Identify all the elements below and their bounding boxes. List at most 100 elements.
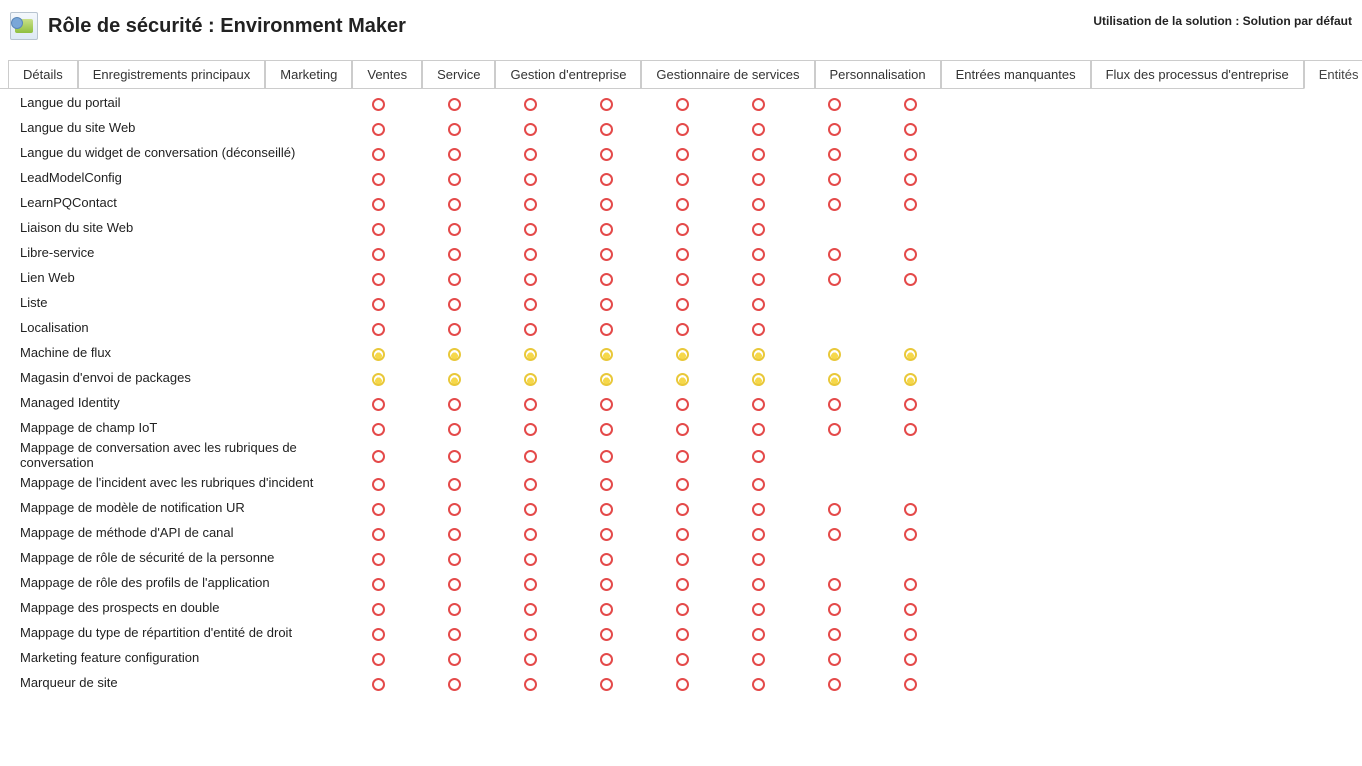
privilege-cell[interactable] xyxy=(828,596,904,621)
privilege-none-icon[interactable] xyxy=(372,173,385,186)
privilege-cell[interactable] xyxy=(524,166,600,191)
privilege-none-icon[interactable] xyxy=(524,123,537,136)
privilege-cell[interactable] xyxy=(752,91,828,116)
privilege-cell[interactable] xyxy=(676,671,752,696)
privilege-none-icon[interactable] xyxy=(524,423,537,436)
privilege-none-icon[interactable] xyxy=(752,503,765,516)
privilege-none-icon[interactable] xyxy=(828,603,841,616)
privilege-cell[interactable] xyxy=(752,116,828,141)
privilege-cell[interactable] xyxy=(828,141,904,166)
privilege-none-icon[interactable] xyxy=(904,173,917,186)
privilege-none-icon[interactable] xyxy=(904,123,917,136)
privilege-none-icon[interactable] xyxy=(448,298,461,311)
privilege-cell[interactable] xyxy=(752,416,828,441)
privilege-none-icon[interactable] xyxy=(524,273,537,286)
privilege-user-icon[interactable] xyxy=(372,373,385,386)
privilege-cell[interactable] xyxy=(828,216,904,241)
privilege-cell[interactable] xyxy=(448,496,524,521)
privilege-cell[interactable] xyxy=(752,391,828,416)
privilege-cell[interactable] xyxy=(828,291,904,316)
privilege-cell[interactable] xyxy=(828,621,904,646)
privilege-cell[interactable] xyxy=(904,646,980,671)
privilege-cell[interactable] xyxy=(600,141,676,166)
privilege-user-icon[interactable] xyxy=(904,373,917,386)
privilege-cell[interactable] xyxy=(676,471,752,496)
privilege-cell[interactable] xyxy=(752,546,828,571)
privilege-none-icon[interactable] xyxy=(600,450,613,463)
privilege-none-icon[interactable] xyxy=(676,223,689,236)
privilege-cell[interactable] xyxy=(676,621,752,646)
privilege-cell[interactable] xyxy=(676,646,752,671)
privilege-none-icon[interactable] xyxy=(524,653,537,666)
privilege-cell[interactable] xyxy=(600,166,676,191)
privilege-empty-icon[interactable] xyxy=(904,223,917,236)
privilege-cell[interactable] xyxy=(752,266,828,291)
privilege-user-icon[interactable] xyxy=(828,348,841,361)
privilege-cell[interactable] xyxy=(904,621,980,646)
privilege-cell[interactable] xyxy=(372,496,448,521)
privilege-none-icon[interactable] xyxy=(828,248,841,261)
privilege-cell[interactable] xyxy=(448,91,524,116)
privilege-cell[interactable] xyxy=(524,646,600,671)
privilege-cell[interactable] xyxy=(372,546,448,571)
privilege-cell[interactable] xyxy=(828,521,904,546)
privilege-none-icon[interactable] xyxy=(676,578,689,591)
privilege-none-icon[interactable] xyxy=(676,628,689,641)
privilege-none-icon[interactable] xyxy=(448,273,461,286)
privilege-none-icon[interactable] xyxy=(904,603,917,616)
privilege-cell[interactable] xyxy=(676,316,752,341)
privilege-none-icon[interactable] xyxy=(600,273,613,286)
privilege-none-icon[interactable] xyxy=(676,678,689,691)
privilege-none-icon[interactable] xyxy=(676,98,689,111)
privilege-none-icon[interactable] xyxy=(828,98,841,111)
privilege-none-icon[interactable] xyxy=(904,98,917,111)
privilege-cell[interactable] xyxy=(676,216,752,241)
privilege-cell[interactable] xyxy=(524,141,600,166)
privilege-none-icon[interactable] xyxy=(752,603,765,616)
privilege-none-icon[interactable] xyxy=(372,98,385,111)
privilege-cell[interactable] xyxy=(828,91,904,116)
privilege-cell[interactable] xyxy=(372,571,448,596)
privilege-cell[interactable] xyxy=(752,596,828,621)
privilege-cell[interactable] xyxy=(448,621,524,646)
privilege-empty-icon[interactable] xyxy=(904,553,917,566)
tab-8[interactable]: Entrées manquantes xyxy=(941,60,1091,88)
privilege-none-icon[interactable] xyxy=(676,503,689,516)
privilege-cell[interactable] xyxy=(524,471,600,496)
privilege-empty-icon[interactable] xyxy=(828,553,841,566)
privilege-none-icon[interactable] xyxy=(372,450,385,463)
privilege-cell[interactable] xyxy=(372,141,448,166)
privilege-none-icon[interactable] xyxy=(904,678,917,691)
privilege-none-icon[interactable] xyxy=(676,653,689,666)
privilege-user-icon[interactable] xyxy=(448,373,461,386)
privilege-cell[interactable] xyxy=(600,191,676,216)
privilege-cell[interactable] xyxy=(828,241,904,266)
privilege-none-icon[interactable] xyxy=(600,553,613,566)
privilege-cell[interactable] xyxy=(372,391,448,416)
privilege-none-icon[interactable] xyxy=(904,198,917,211)
privilege-none-icon[interactable] xyxy=(828,273,841,286)
tab-5[interactable]: Gestion d'entreprise xyxy=(495,60,641,88)
privilege-cell[interactable] xyxy=(752,241,828,266)
privilege-none-icon[interactable] xyxy=(600,173,613,186)
privilege-cell[interactable] xyxy=(448,441,524,471)
privilege-none-icon[interactable] xyxy=(372,678,385,691)
privilege-none-icon[interactable] xyxy=(448,98,461,111)
privilege-cell[interactable] xyxy=(600,391,676,416)
privilege-cell[interactable] xyxy=(524,241,600,266)
privilege-none-icon[interactable] xyxy=(904,423,917,436)
privilege-none-icon[interactable] xyxy=(448,223,461,236)
privilege-cell[interactable] xyxy=(904,441,980,471)
privilege-cell[interactable] xyxy=(904,596,980,621)
privilege-cell[interactable] xyxy=(448,341,524,366)
privilege-none-icon[interactable] xyxy=(448,678,461,691)
privilege-user-icon[interactable] xyxy=(372,348,385,361)
privilege-none-icon[interactable] xyxy=(524,478,537,491)
privilege-none-icon[interactable] xyxy=(752,123,765,136)
privilege-none-icon[interactable] xyxy=(752,528,765,541)
privilege-none-icon[interactable] xyxy=(524,528,537,541)
privilege-none-icon[interactable] xyxy=(828,678,841,691)
privilege-cell[interactable] xyxy=(828,166,904,191)
privilege-none-icon[interactable] xyxy=(600,528,613,541)
privilege-cell[interactable] xyxy=(904,416,980,441)
